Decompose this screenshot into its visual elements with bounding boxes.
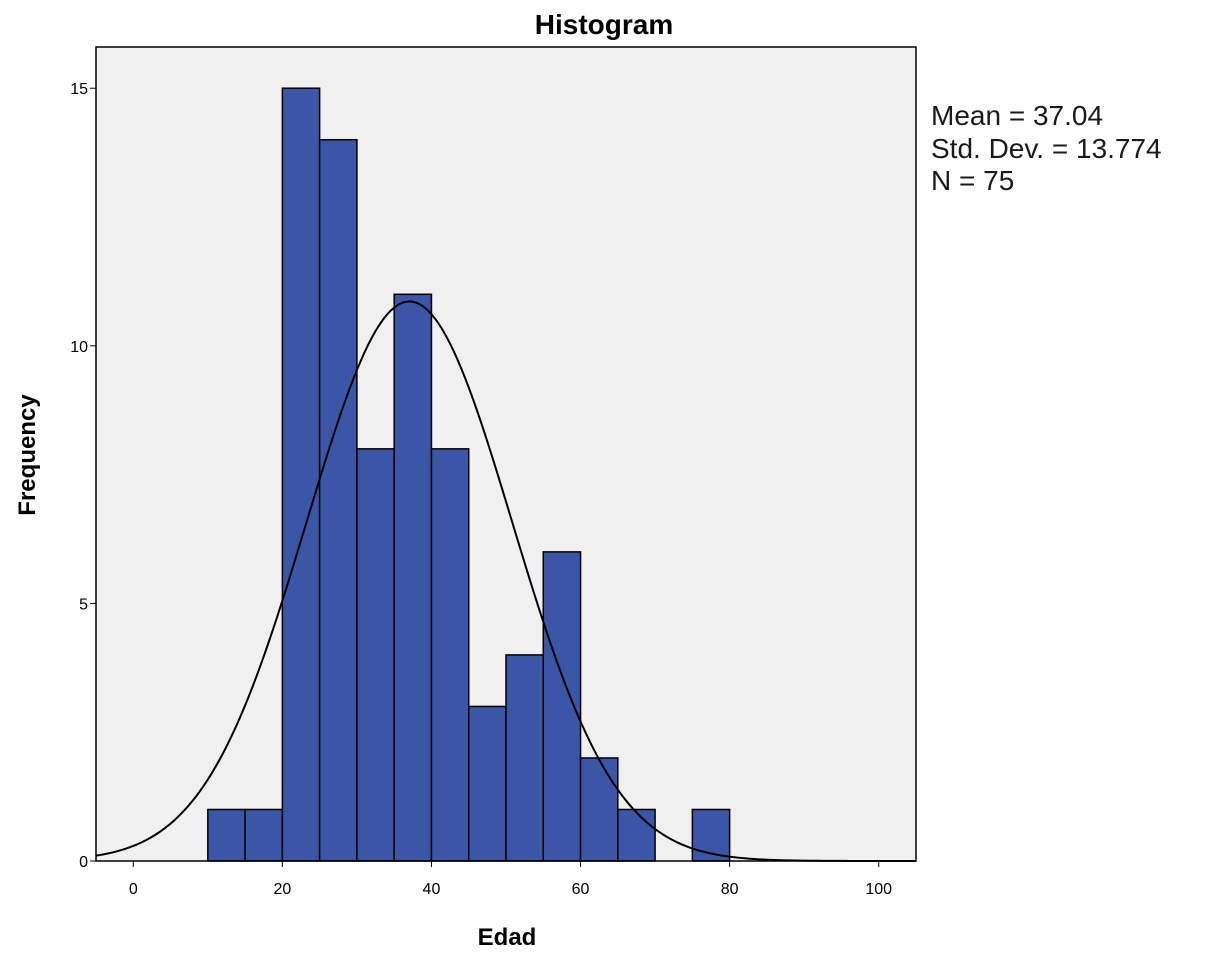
histogram-bar-25-30 [318, 138, 358, 862]
y-axis: 0 5 10 15 [70, 81, 96, 871]
histogram-bar-60-65 [579, 757, 619, 862]
x-axis-label: Edad [478, 924, 537, 951]
chart-title: Histogram [535, 9, 673, 40]
histogram-bar-75-80 [691, 808, 731, 862]
y-axis-label: Frequency [14, 394, 41, 516]
y-tick-label: 0 [79, 854, 88, 871]
histogram-bar-35-40 [393, 293, 433, 862]
bars-group [207, 87, 731, 862]
stat-n: N = 75 [931, 165, 1014, 196]
histogram-bar-45-50 [467, 705, 507, 862]
x-tick-label: 40 [423, 881, 441, 898]
plot-frame [95, 46, 917, 862]
x-tick-label: 0 [129, 881, 138, 898]
x-axis: 0 20 40 60 80 100 [129, 861, 892, 898]
y-tick-label: 5 [79, 596, 88, 613]
histogram-bar-10-15 [207, 808, 246, 862]
histogram-bar-15-20 [244, 808, 284, 862]
histogram-bar-20-25 [281, 87, 321, 862]
x-tick-label: 60 [572, 881, 590, 898]
histogram-bar-65-70 [617, 808, 656, 862]
histogram-bar-40-45 [430, 448, 470, 862]
x-tick-label: 20 [273, 881, 291, 898]
x-tick-label: 80 [721, 881, 739, 898]
y-tick-label: 10 [70, 339, 88, 356]
normal-curve [95, 300, 916, 862]
x-tick-label: 100 [865, 881, 892, 898]
histogram-bar-50-55 [505, 654, 545, 862]
y-tick-label: 15 [70, 81, 88, 98]
histogram-bar-30-35 [356, 448, 395, 862]
stat-mean: Mean = 37.04 [931, 100, 1103, 131]
stat-std-dev: Std. Dev. = 13.774 [931, 133, 1162, 164]
